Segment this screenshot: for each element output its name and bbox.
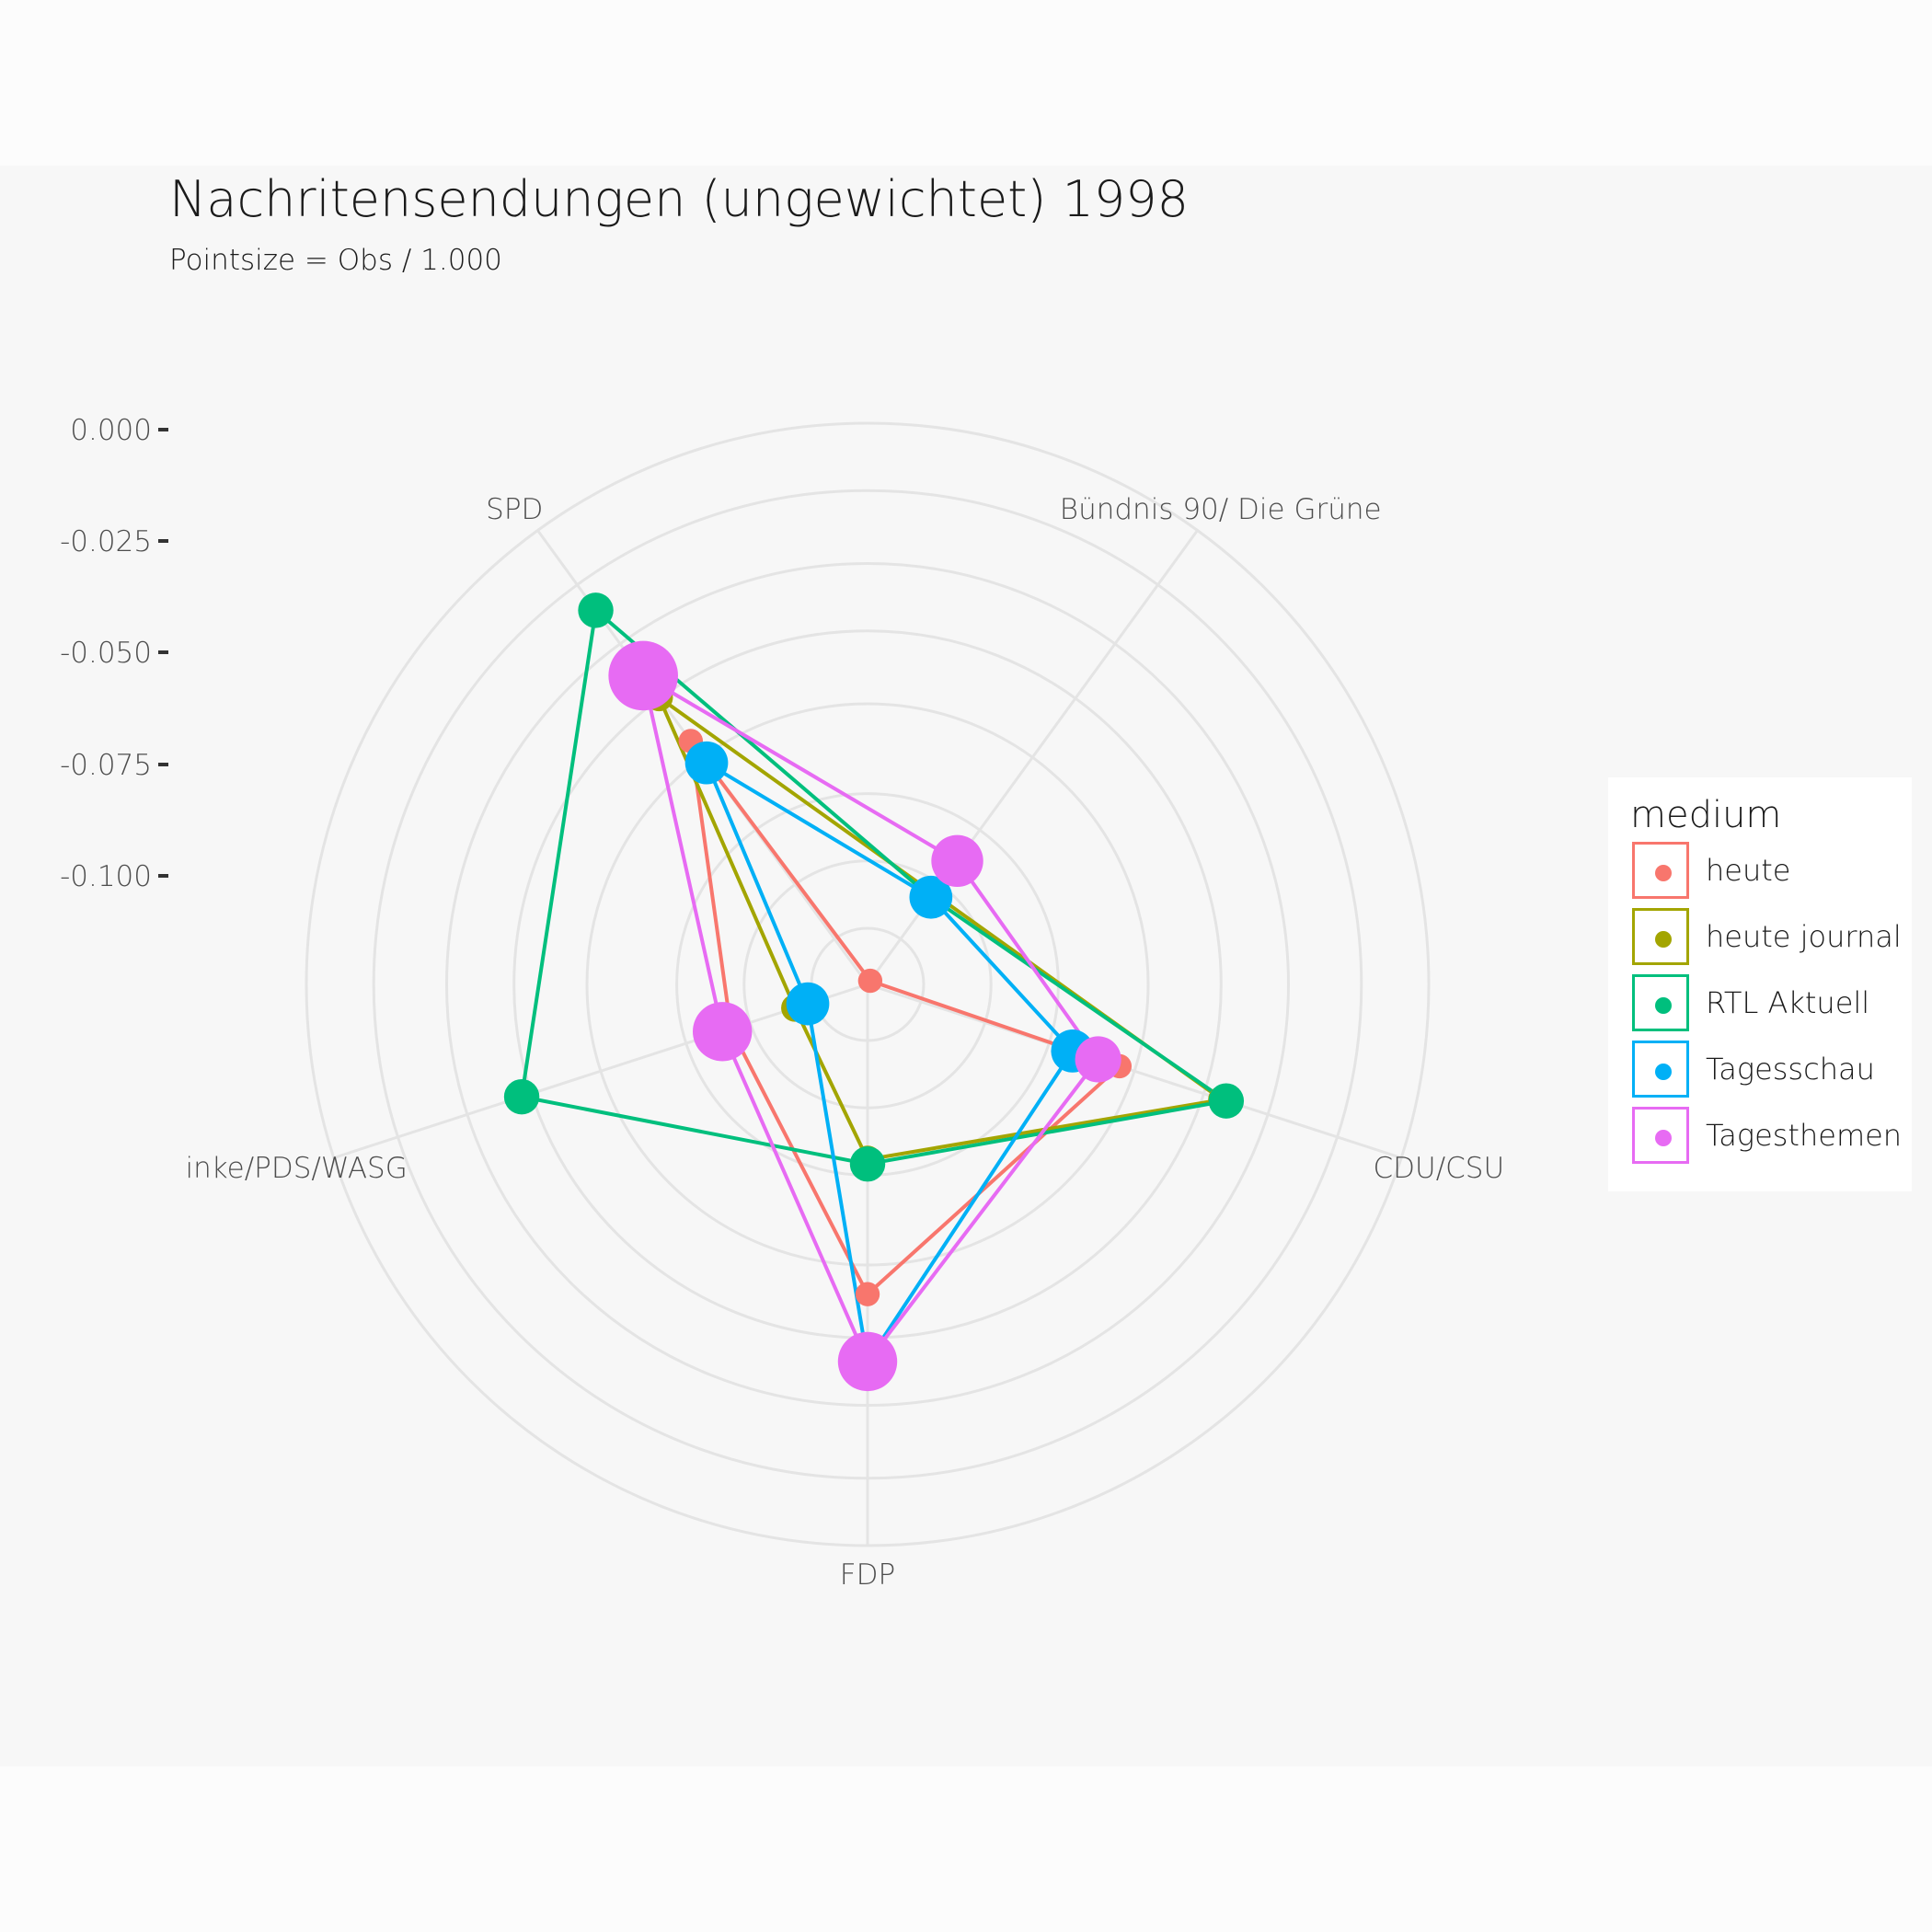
radial-tick-label: -0.025 [60,525,152,558]
legend-item-heute-journal[interactable]: heute journal [1632,908,1908,965]
legend-key [1632,1107,1689,1164]
label-layer: SPD Bündnis 90/ Die Grüne CDU/CSU FDP inke/P… [60,414,1504,1592]
radial-tick-label: -0.075 [60,749,152,782]
data-point [692,1002,753,1062]
data-point [1208,1083,1245,1119]
data-point [837,1331,898,1392]
data-point [578,592,614,628]
series-line-heute-journal [657,696,1225,1162]
legend-key [1632,1041,1689,1098]
legend-label: heute journal [1706,919,1902,954]
legend-key [1632,974,1689,1031]
legend-dot-icon [1655,1064,1672,1080]
data-point [855,1282,880,1306]
data-point [857,968,883,994]
legend-item-tagesthemen[interactable]: Tagesthemen [1632,1107,1908,1164]
axis-label: SPD [486,493,543,526]
legend-key [1632,842,1689,899]
data-point [909,875,953,919]
legend-dot-icon [1655,1130,1672,1146]
legend-label: Tagesschau [1706,1052,1875,1087]
data-point [849,1145,886,1182]
legend-title: medium [1630,794,1782,836]
data-point [1075,1036,1121,1083]
radial-tick-label: 0.000 [70,414,152,447]
chart-title: Nachritensendungen (ungewichtet) 1998 [169,170,1190,228]
legend-dot-icon [1655,997,1672,1014]
series-line-tagesschau [705,761,1075,1363]
series-line-rtl-aktuell [520,608,1228,1167]
legend-item-tagesschau[interactable]: Tagesschau [1632,1041,1908,1098]
radial-tick-label: -0.100 [60,860,152,893]
legend-item-rtl-aktuell[interactable]: RTL Aktuell [1632,974,1908,1031]
legend-label: Tagesthemen [1706,1118,1903,1153]
axis-label: FDP [840,1558,895,1592]
grid-spoke [867,983,1402,1159]
legend-label: heute [1706,853,1791,888]
legend-dot-icon [1655,931,1672,948]
legend-key [1632,908,1689,965]
legend: medium heute heute journal RTL Aktuell T… [1608,777,1912,1191]
legend-dot-icon [1655,865,1672,881]
data-point [931,834,983,887]
data-point [608,640,678,711]
legend-label: RTL Aktuell [1706,985,1870,1020]
data-point [684,741,729,785]
legend-item-heute[interactable]: heute [1632,842,1908,899]
data-point [503,1078,540,1115]
axis-label: inke/PDS/WASG [186,1152,408,1185]
chart-subtitle: Pointsize = Obs / 1.000 [169,244,502,277]
axis-label: CDU/CSU [1374,1152,1505,1185]
radial-tick-label: -0.050 [60,637,152,670]
axis-label: Bündnis 90/ Die Grüne [1060,493,1382,526]
grid-spoke [333,983,868,1159]
data-point [786,982,830,1026]
series-layer [503,592,1245,1392]
series-line-tagesthemen [641,673,1100,1363]
series-line-heute [688,739,1121,1296]
